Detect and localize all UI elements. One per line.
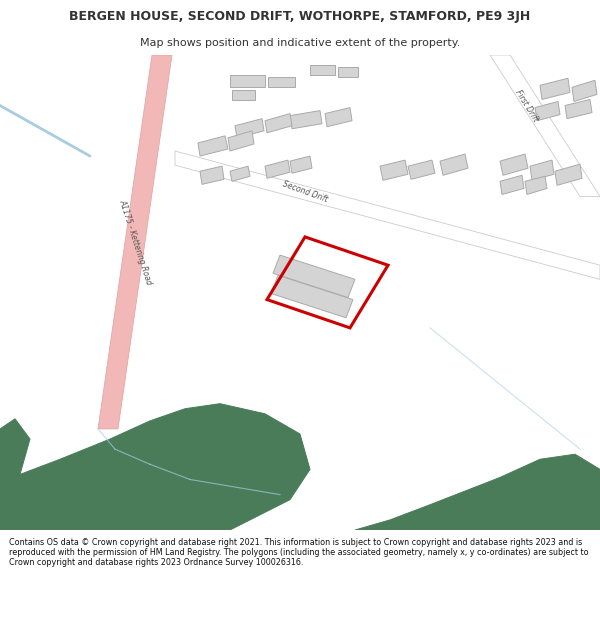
Polygon shape [555,164,582,186]
Text: A1175 - Kettering Road: A1175 - Kettering Road [117,198,153,286]
Polygon shape [0,404,310,530]
Polygon shape [0,419,30,489]
Polygon shape [535,101,560,121]
Polygon shape [325,107,352,127]
Text: BERGEN HOUSE, SECOND DRIFT, WOTHORPE, STAMFORD, PE9 3JH: BERGEN HOUSE, SECOND DRIFT, WOTHORPE, ST… [70,10,530,23]
Polygon shape [380,160,408,181]
Polygon shape [230,75,265,88]
Polygon shape [500,154,528,175]
Polygon shape [530,160,554,181]
Polygon shape [565,99,592,119]
Polygon shape [490,55,600,196]
Polygon shape [355,454,600,530]
Polygon shape [310,65,335,75]
Polygon shape [265,114,292,133]
Polygon shape [232,91,255,101]
Polygon shape [271,276,353,318]
Polygon shape [290,111,322,129]
Polygon shape [273,255,355,298]
Text: Map shows position and indicative extent of the property.: Map shows position and indicative extent… [140,38,460,48]
Polygon shape [200,166,224,184]
Polygon shape [235,119,264,138]
Polygon shape [98,55,172,429]
Text: First Drift: First Drift [514,88,540,123]
Polygon shape [338,67,358,78]
Polygon shape [540,78,570,99]
Polygon shape [290,156,312,173]
Polygon shape [0,421,278,530]
Polygon shape [265,160,290,178]
Polygon shape [572,80,597,101]
Polygon shape [525,176,547,194]
Polygon shape [490,464,600,530]
Text: Contains OS data © Crown copyright and database right 2021. This information is : Contains OS data © Crown copyright and d… [9,538,589,568]
Polygon shape [500,175,524,194]
Polygon shape [408,160,435,179]
Polygon shape [228,131,254,151]
Polygon shape [268,78,295,88]
Polygon shape [175,151,600,279]
Polygon shape [440,154,468,175]
Text: Second Drift: Second Drift [281,179,329,204]
Polygon shape [198,136,228,156]
Polygon shape [230,166,250,181]
